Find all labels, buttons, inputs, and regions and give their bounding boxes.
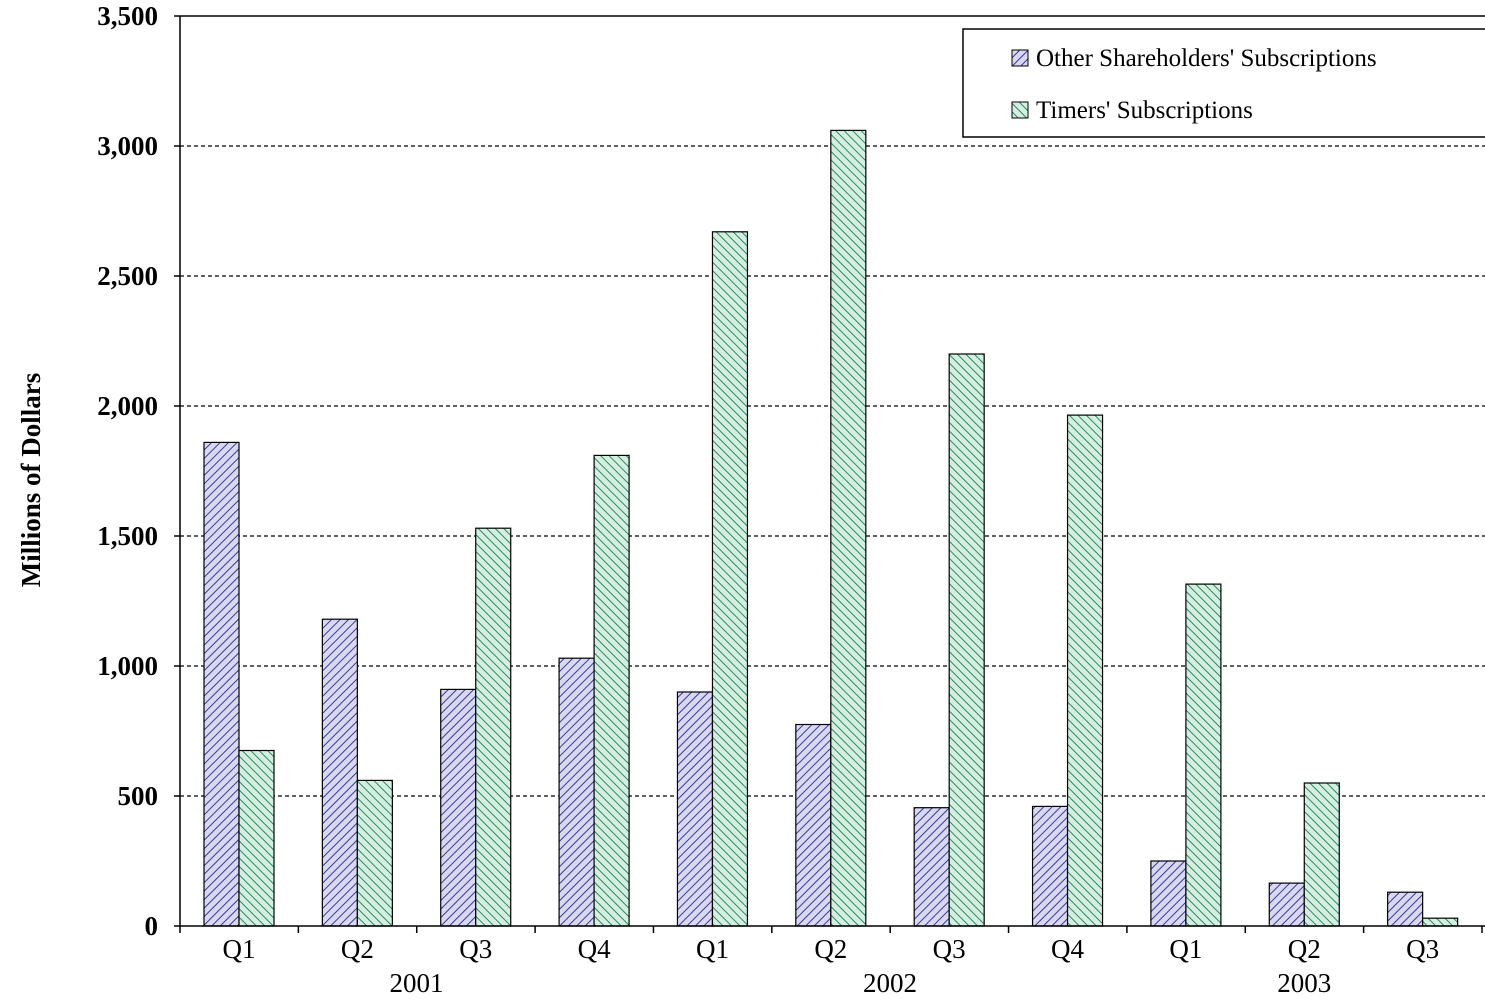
bar-other-shareholders: [795, 723, 832, 927]
bar-other-shareholders: [321, 618, 358, 927]
bar-timers: [711, 231, 749, 927]
bar-other-shareholders: [440, 688, 477, 927]
x-category-label: Q4: [1051, 934, 1084, 964]
x-group-labels: 2001 2002 2003: [390, 968, 1332, 998]
bars: [203, 129, 1459, 927]
bar-timers: [1066, 414, 1104, 927]
x-category-label: Q2: [814, 934, 847, 964]
y-tick-label: 0: [145, 911, 159, 941]
y-tick-labels: 0 500 1,000 1,500 2,000 2,500 3,000 3,500: [97, 1, 158, 941]
x-group-label: 2002: [863, 968, 917, 998]
x-category-label: Q3: [459, 934, 492, 964]
bar-timers: [238, 749, 275, 927]
x-category-label: Q4: [578, 934, 611, 964]
x-category-label: Q3: [1406, 934, 1439, 964]
legend-swatch-other-shareholders: [1011, 49, 1029, 67]
y-tick-label: 500: [118, 781, 159, 811]
bar-other-shareholders: [1387, 891, 1424, 927]
y-tick-label: 3,500: [97, 1, 158, 31]
x-group-label: 2001: [390, 968, 444, 998]
bar-timers: [1303, 782, 1340, 927]
x-group-label: 2003: [1277, 968, 1331, 998]
bar-timers: [830, 129, 867, 927]
legend-swatch-timers: [1011, 101, 1029, 119]
bar-other-shareholders: [676, 691, 714, 927]
x-category-labels: Q1 Q2 Q3 Q4 Q1 Q2 Q3 Q4 Q1 Q2 Q3: [223, 934, 1440, 964]
bar-timers: [475, 527, 512, 927]
bar-timers: [1422, 917, 1459, 927]
bar-timers: [593, 454, 630, 927]
y-tick-label: 2,500: [97, 261, 158, 291]
x-category-label: Q2: [341, 934, 374, 964]
y-tick-label: 1,500: [97, 521, 158, 551]
x-category-label: Q2: [1288, 934, 1321, 964]
legend-label-other-shareholders: Other Shareholders' Subscriptions: [1036, 45, 1377, 72]
y-axis-label: Millions of Dollars: [16, 373, 46, 588]
x-category-label: Q3: [933, 934, 966, 964]
bar-other-shareholders: [558, 657, 595, 927]
bar-timers: [356, 779, 393, 927]
x-category-label: Q1: [696, 934, 729, 964]
legend-box: [962, 28, 1485, 138]
legend: Other Shareholders' Subscriptions Timers…: [962, 28, 1485, 138]
x-category-label: Q1: [1169, 934, 1202, 964]
x-category-label: Q1: [223, 934, 256, 964]
y-tick-label: 3,000: [97, 131, 158, 161]
bar-other-shareholders: [203, 441, 240, 927]
legend-label-timers: Timers' Subscriptions: [1036, 97, 1253, 124]
bar-other-shareholders: [1268, 882, 1305, 927]
bar-timers: [948, 353, 985, 927]
axes: [174, 15, 1485, 933]
y-tick-label: 2,000: [97, 391, 158, 421]
bar-other-shareholders: [1150, 860, 1187, 927]
bar-timers: [1185, 583, 1222, 927]
bar-other-shareholders: [913, 807, 950, 927]
y-tick-label: 1,000: [97, 651, 158, 681]
bar-other-shareholders: [1031, 805, 1069, 927]
